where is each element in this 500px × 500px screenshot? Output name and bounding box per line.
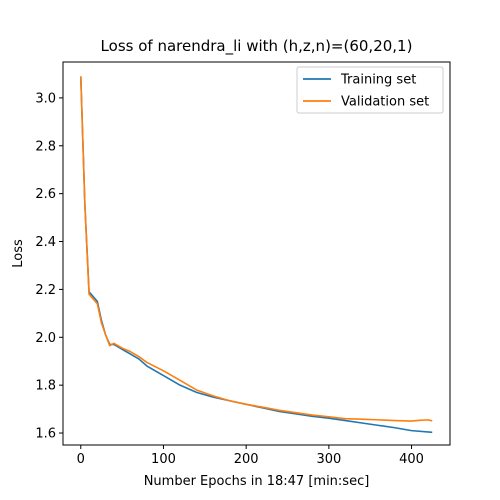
- plot-area: [79, 76, 433, 434]
- legend-box: [296, 66, 444, 114]
- y-tick-label: 2.4: [35, 235, 56, 250]
- x-tick-label: 300: [316, 452, 341, 467]
- y-tick-label: 1.8: [35, 379, 56, 394]
- y-tick-label: 2.8: [35, 139, 56, 154]
- y-tick-label: 2.2: [35, 283, 56, 298]
- y-tick-label: 2.0: [35, 331, 56, 346]
- y-tick-label: 2.6: [35, 187, 56, 202]
- x-tick-label: 200: [234, 452, 259, 467]
- y-tick-label: 1.6: [35, 427, 56, 442]
- legend: Training set Validation set: [296, 66, 444, 114]
- x-axis: 0 100 200 300 400: [77, 445, 424, 467]
- y-axis-label: Loss: [11, 239, 26, 268]
- x-tick-label: 0: [77, 452, 85, 467]
- x-tick-label: 400: [399, 452, 424, 467]
- legend-label: Training set: [340, 73, 416, 88]
- y-axis: 1.6 1.8 2.0 2.2 2.4 2.6 2.8 3.0: [35, 91, 63, 442]
- legend-label: Validation set: [341, 95, 429, 110]
- chart-title: Loss of narendra_li with (h,z,n)=(60,20,…: [101, 37, 413, 56]
- series-line-validation: [79, 76, 433, 422]
- plot-frame: [62, 61, 451, 446]
- y-tick-label: 3.0: [35, 91, 56, 106]
- x-tick-label: 100: [151, 452, 176, 467]
- x-axis-label: Number Epochs in 18:47 [min:sec]: [144, 474, 370, 489]
